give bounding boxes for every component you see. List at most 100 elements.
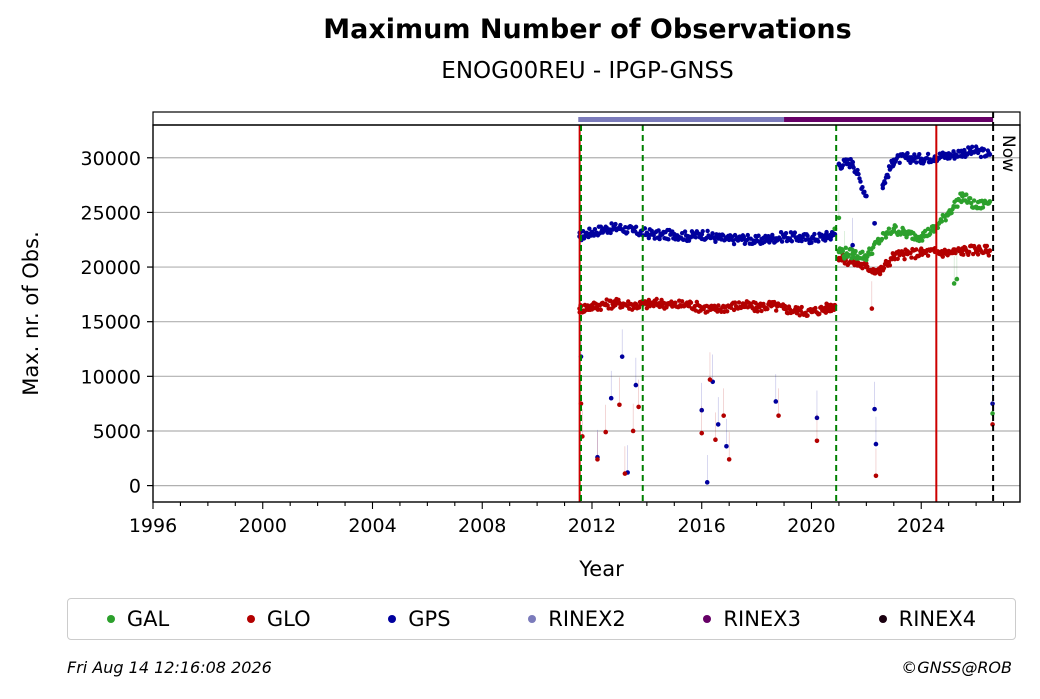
data-point — [978, 154, 984, 160]
outlier-point — [595, 457, 600, 462]
data-point — [862, 189, 867, 195]
data-point — [984, 243, 990, 249]
data-point — [799, 304, 804, 310]
data-point — [858, 179, 863, 184]
outlier-point — [724, 443, 729, 449]
data-point — [967, 249, 972, 255]
y-tick-label: 0 — [129, 476, 141, 498]
data-point — [902, 256, 907, 262]
data-point — [951, 149, 956, 154]
data-point — [925, 151, 931, 157]
data-point — [846, 252, 851, 258]
outlier-point — [814, 438, 820, 444]
x-tick-label: 2024 — [897, 515, 945, 537]
legend-marker-icon — [878, 615, 887, 623]
outlier-point — [713, 437, 718, 443]
data-point — [710, 231, 715, 236]
data-point — [613, 221, 618, 227]
outlier-point — [850, 242, 855, 248]
data-point — [789, 239, 795, 244]
data-point — [886, 174, 891, 180]
footer-credit: ©GNSS@ROB — [901, 658, 1012, 677]
data-point — [971, 198, 977, 203]
data-point — [633, 224, 639, 230]
data-point — [943, 218, 948, 223]
outlier-point — [990, 411, 995, 416]
data-point — [912, 152, 917, 157]
data-point — [673, 300, 678, 305]
legend-item-glo: GLO — [246, 607, 311, 631]
y-axis-label: Max. nr. of Obs. — [19, 231, 43, 396]
outlier-point — [721, 413, 726, 418]
data-point — [774, 308, 779, 313]
data-point — [725, 309, 730, 314]
outlier-point — [608, 395, 614, 401]
data-point — [865, 254, 870, 259]
x-tick-label: 2020 — [787, 515, 835, 537]
data-point — [877, 271, 883, 277]
outlier-point — [707, 377, 713, 382]
data-point — [812, 231, 817, 237]
data-point — [883, 235, 889, 240]
outlier-point — [622, 471, 628, 476]
data-point — [625, 230, 630, 235]
data-point — [872, 220, 877, 226]
legend-label: RINEX2 — [548, 607, 626, 631]
data-point — [822, 238, 828, 243]
data-point — [587, 226, 592, 231]
outlier-point — [990, 401, 995, 406]
data-point — [705, 228, 710, 234]
legend-label: GLO — [266, 607, 311, 631]
data-point — [651, 303, 656, 309]
data-point — [870, 251, 875, 257]
outlier-point — [842, 256, 847, 261]
data-point — [853, 249, 858, 254]
outlier-point — [869, 306, 875, 311]
outlier-point — [630, 428, 636, 434]
outlier-point — [872, 406, 877, 412]
data-point — [688, 300, 694, 305]
outlier-point — [776, 413, 781, 418]
x-tick-label: 1996 — [129, 515, 177, 537]
data-point — [964, 192, 969, 197]
data-point — [909, 255, 914, 260]
data-point — [732, 300, 738, 305]
data-point — [716, 303, 721, 308]
x-tick-label: 2016 — [678, 515, 726, 537]
data-point — [805, 313, 810, 318]
data-point — [981, 147, 987, 152]
data-point — [914, 160, 919, 165]
data-point — [713, 239, 718, 244]
outlier-point — [704, 480, 710, 485]
data-point — [741, 234, 747, 240]
data-point — [745, 232, 750, 238]
outlier-point — [715, 422, 721, 427]
data-point — [927, 231, 933, 237]
outlier-point — [726, 457, 732, 462]
data-point — [783, 230, 789, 236]
data-point — [975, 252, 981, 257]
legend-marker-icon — [246, 615, 255, 623]
y-tick-label: 20000 — [81, 257, 141, 279]
outlier-point — [617, 402, 622, 408]
data-point — [961, 252, 966, 257]
data-point — [693, 235, 699, 240]
outlier-point — [954, 276, 960, 282]
data-point — [679, 299, 685, 304]
data-point — [980, 205, 986, 210]
plot-frame — [152, 124, 1021, 503]
data-point — [860, 249, 865, 254]
legend-label: RINEX4 — [898, 607, 977, 631]
outlier-point — [633, 382, 639, 388]
data-point — [608, 230, 613, 236]
data-point — [686, 238, 692, 243]
data-point — [860, 185, 865, 190]
data-point — [809, 240, 814, 245]
data-point — [856, 171, 861, 177]
data-point — [891, 228, 896, 233]
data-point — [840, 248, 846, 254]
data-point — [895, 256, 900, 262]
data-point — [987, 248, 993, 254]
data-point — [618, 222, 623, 228]
